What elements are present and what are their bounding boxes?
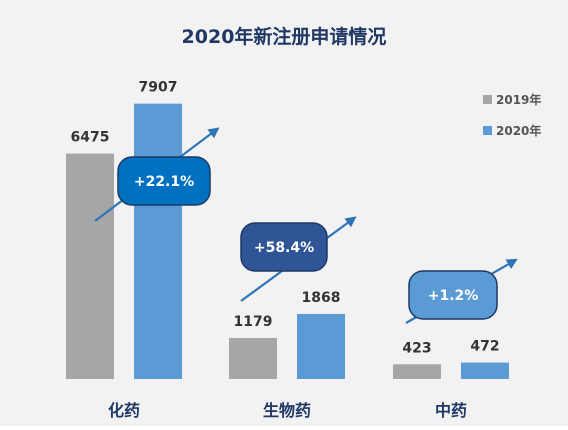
growth-label-chemical-drug: +22.1% — [134, 174, 194, 190]
growth-callout-tcm-drug — [408, 270, 498, 320]
legend-label-2020: 2020年 — [496, 123, 541, 138]
growth-callout-chemical-drug — [117, 156, 211, 206]
bar-biologic-drug-2020 — [297, 313, 345, 379]
legend-swatch-2020 — [483, 126, 492, 135]
chart-title: 2020年新注册申请情况 — [182, 25, 387, 48]
value-label-tcm-drug-2020: 472 — [470, 339, 499, 355]
growth-label-tcm-drug: +1.2% — [428, 288, 479, 304]
legend-swatch-2019 — [483, 95, 492, 104]
bar-chemical-drug-2020 — [134, 103, 182, 379]
legend-label-2019: 2019年 — [496, 92, 541, 107]
category-label-tcm-drug: 中药 — [435, 401, 467, 420]
value-label-chemical-drug-2019: 6475 — [71, 130, 110, 146]
value-label-tcm-drug-2019: 423 — [402, 340, 431, 356]
value-label-biologic-drug-2019: 1179 — [234, 314, 273, 330]
growth-callout-biologic-drug — [240, 222, 328, 272]
bar-chemical-drug-2019 — [66, 153, 114, 379]
growth-label-biologic-drug: +58.4% — [254, 240, 314, 256]
bar-biologic-drug-2019 — [229, 337, 277, 379]
bar-tcm-drug-2019 — [393, 364, 441, 379]
category-label-biologic-drug: 生物药 — [263, 401, 311, 420]
bar-tcm-drug-2020 — [461, 362, 509, 379]
value-label-chemical-drug-2020: 7907 — [139, 80, 178, 96]
category-label-chemical-drug: 化药 — [108, 401, 140, 420]
value-label-biologic-drug-2020: 1868 — [302, 290, 341, 306]
